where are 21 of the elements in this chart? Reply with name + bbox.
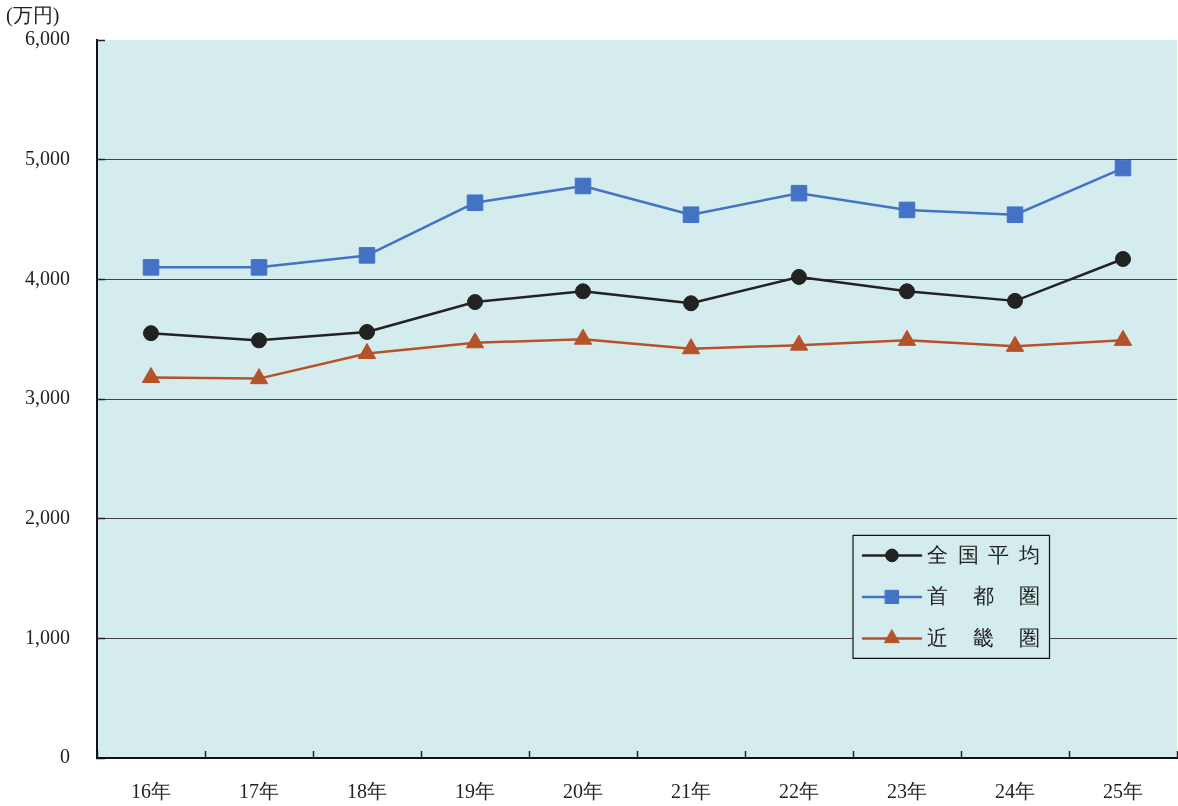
x-tick-label: 24年: [995, 780, 1035, 803]
y-tick-label: 3,000: [25, 386, 70, 409]
x-tick-label: 19年: [455, 780, 495, 803]
x-tick-label: 20年: [563, 780, 603, 803]
y-tick-label: 0: [60, 745, 70, 768]
x-tick-label: 23年: [887, 780, 927, 803]
y-tick-label: 4,000: [25, 266, 70, 289]
x-tick-label: 17年: [239, 780, 279, 803]
x-tick-label: 22年: [779, 780, 819, 803]
x-tick-label: 25年: [1103, 780, 1143, 803]
x-tick-label: 16年: [131, 780, 171, 803]
x-tick-label: 21年: [671, 780, 711, 803]
legend-label: 近畿圏: [927, 625, 1065, 650]
legend-label: 首都圏: [927, 584, 1065, 609]
y-axis-title: (万円): [6, 4, 60, 28]
y-tick-label: 6,000: [25, 27, 70, 50]
y-tick-label: 2,000: [25, 505, 70, 528]
legend-label: 全国平均: [927, 542, 1049, 567]
y-tick-label: 1,000: [25, 625, 70, 648]
x-tick-label: 18年: [347, 780, 387, 803]
y-tick-label: 5,000: [25, 146, 70, 169]
